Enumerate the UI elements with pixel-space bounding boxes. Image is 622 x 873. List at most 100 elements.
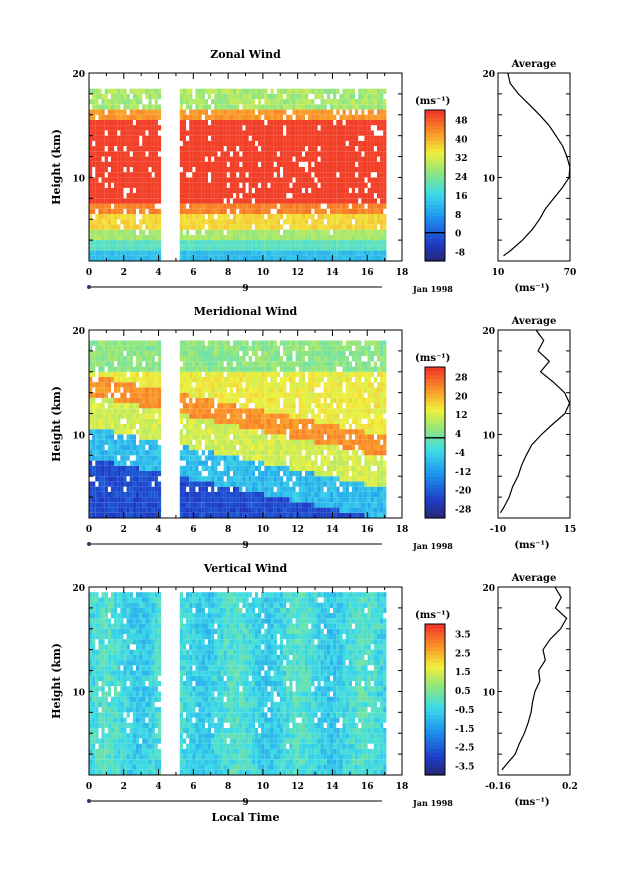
heatmap-cell [258,403,262,409]
heatmap-cell [333,214,337,220]
colorbar-frame [424,109,446,262]
heatmap-cell [358,250,362,256]
heatmap-cell [239,486,243,492]
heatmap-cell [330,255,334,261]
heatmap-cell [308,224,312,230]
heatmap-cell [298,392,302,398]
heatmap-cell [320,125,324,131]
heatmap-cell [186,340,190,346]
heatmap-cell [242,408,246,414]
heatmap-cell [195,497,199,503]
heatmap-cell [136,387,140,393]
heatmap-cell [311,491,315,498]
heatmap-cell [251,135,255,141]
heatmap-cell [364,99,368,105]
heatmap-cell [101,502,105,508]
heatmap-cell [361,88,365,94]
heatmap-cell [154,444,158,451]
colorbar-tick-label: 0 [455,230,461,240]
heatmap-cell [120,471,124,477]
heatmap-cell [367,240,371,246]
heatmap-cell [186,255,190,261]
heatmap-cell [89,429,93,435]
heatmap-cell [301,255,305,261]
heatmap-cell [195,229,199,235]
heatmap-cell [380,224,384,230]
heatmap-cell [182,208,187,214]
heatmap-cell [101,151,105,157]
heatmap-cell [95,172,99,178]
heatmap-cell [361,224,365,230]
heatmap-cell [182,408,187,414]
heatmap-cell [267,120,271,126]
heatmap-cell [377,135,381,141]
heatmap-cell [305,424,309,430]
heatmap-cell [279,109,284,115]
heatmap-cell [236,434,240,440]
heatmap-cell [179,497,183,503]
heatmap-cell [233,408,237,414]
heatmap-cell [120,450,124,456]
heatmap-cell [114,408,118,414]
heatmap-cell [182,345,187,351]
heatmap-cell [273,413,277,419]
heatmap-cell [295,450,299,456]
heatmap-cell [207,229,212,235]
heatmap-cell [123,161,127,167]
heatmap-cell [126,114,130,120]
heatmap-cell [204,460,208,466]
heatmap-cell [276,229,280,235]
heatmap-cell [211,512,215,518]
heatmap-cell [292,99,296,105]
heatmap-cell [276,497,280,503]
heatmap-cell [207,481,212,487]
heatmap-cell [179,224,183,230]
heatmap-cell [314,245,318,251]
heatmap-cell [157,403,162,409]
heatmap-cell [308,214,312,220]
heatmap-cell [107,450,111,456]
heatmap-cell [92,240,96,246]
heatmap-cell [186,219,190,225]
heatmap-cell [286,214,290,220]
heatmap-cell [132,444,136,451]
heatmap-cell [204,234,208,241]
heatmap-cell [308,465,312,471]
heatmap-cell [220,387,224,393]
heatmap-cell [276,450,280,456]
heatmap-cell [295,418,299,424]
heatmap-cell [286,245,290,251]
heatmap-cell [311,250,315,256]
heatmap-cell [110,377,115,383]
heatmap-cell [148,146,152,152]
heatmap-cell [289,382,293,388]
heatmap-cell [236,512,240,518]
heatmap-cell [283,397,287,404]
heatmap-cell [239,187,243,194]
heatmap-cell [201,198,205,204]
heatmap-cell [289,156,293,162]
heatmap-cell [89,214,93,220]
heatmap-cell [151,371,155,377]
heatmap-cell [198,240,202,246]
heatmap-cell [239,340,243,346]
heatmap-cell [283,444,287,451]
heatmap-cell [204,356,208,362]
heatmap-cell [292,497,296,503]
heatmap-cell [120,350,124,357]
heatmap-cell [283,366,287,372]
heatmap-cell [254,151,259,157]
heatmap-cell [179,198,183,204]
heatmap-cell [142,234,146,241]
heatmap-cell [348,125,352,131]
heatmap-cell [198,413,202,419]
heatmap-cell [229,465,233,471]
heatmap-cell [236,203,240,209]
heatmap-cell [98,413,102,419]
heatmap-cell [92,198,96,204]
heatmap-cell [339,172,343,178]
heatmap-cell [132,476,136,482]
heatmap-cell [123,182,127,188]
heatmap-cell [154,371,158,377]
heatmap-cell [110,99,115,105]
